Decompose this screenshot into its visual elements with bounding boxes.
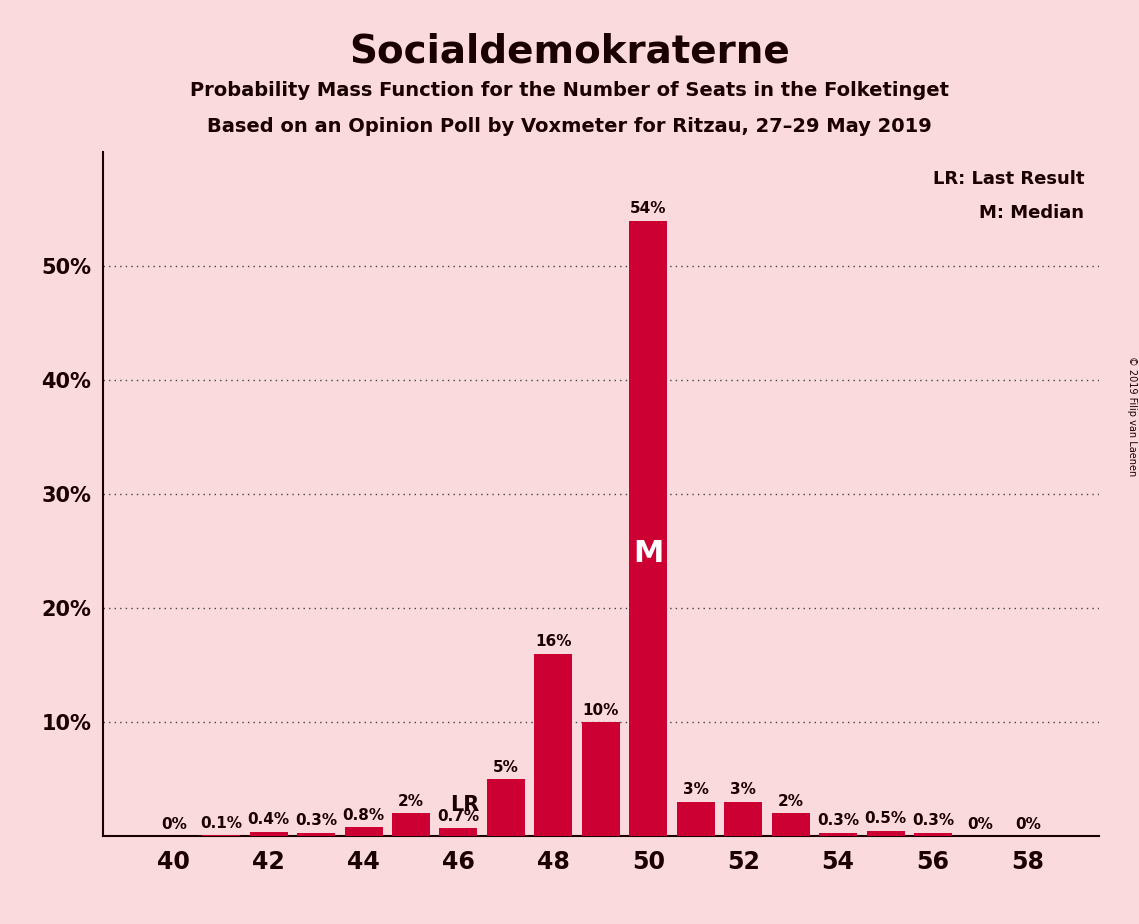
Bar [629,221,667,836]
Text: 2%: 2% [778,794,804,808]
Bar [913,833,952,836]
Text: M: Median: M: Median [980,203,1084,222]
Text: 0.3%: 0.3% [912,813,954,828]
Text: 0.5%: 0.5% [865,811,907,826]
Text: 0.4%: 0.4% [247,812,289,827]
Bar [534,654,572,836]
Text: 0.3%: 0.3% [817,813,859,828]
Bar [771,813,810,836]
Text: 0%: 0% [1015,817,1041,832]
Text: 0%: 0% [967,817,993,832]
Bar [582,723,620,836]
Text: 10%: 10% [583,702,618,718]
Text: LR: Last Result: LR: Last Result [933,170,1084,188]
Text: 5%: 5% [493,760,519,774]
Text: Based on an Opinion Poll by Voxmeter for Ritzau, 27–29 May 2019: Based on an Opinion Poll by Voxmeter for… [207,117,932,137]
Text: 0.3%: 0.3% [295,813,337,828]
Bar [440,828,477,836]
Text: Socialdemokraterne: Socialdemokraterne [350,32,789,70]
Text: © 2019 Filip van Laenen: © 2019 Filip van Laenen [1126,356,1137,476]
Text: LR: LR [451,795,480,815]
Bar [819,833,857,836]
Text: 3%: 3% [730,783,756,797]
Text: 2%: 2% [398,794,424,808]
Text: 0.8%: 0.8% [343,808,385,822]
Bar [487,779,525,836]
Bar [392,813,429,836]
Text: 16%: 16% [535,634,572,650]
Bar [867,831,904,836]
Bar [297,833,335,836]
Bar [202,835,240,836]
Text: 0%: 0% [161,817,187,832]
Text: 0.1%: 0.1% [200,816,243,831]
Bar [345,827,383,836]
Text: 0.7%: 0.7% [437,808,480,823]
Text: 3%: 3% [682,783,708,797]
Text: M: M [633,539,664,567]
Text: 54%: 54% [630,201,666,216]
Bar [724,802,762,836]
Bar [249,832,287,836]
Bar [677,802,714,836]
Text: Probability Mass Function for the Number of Seats in the Folketinget: Probability Mass Function for the Number… [190,81,949,101]
